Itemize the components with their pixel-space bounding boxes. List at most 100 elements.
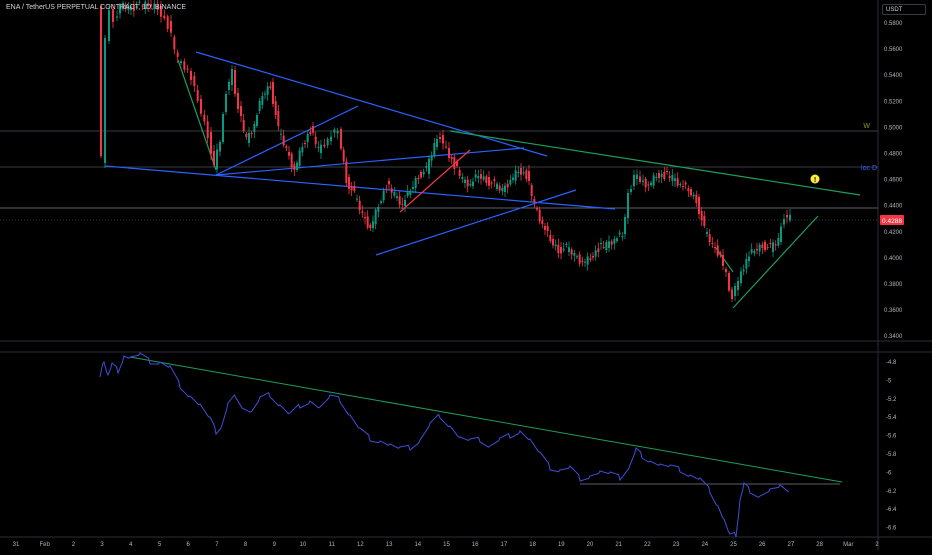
candle-body	[398, 196, 401, 205]
price-tick-label: 0.5600	[884, 47, 903, 53]
trendline-inner[interactable]	[215, 147, 525, 176]
trendline-lower-channel[interactable]	[104, 165, 616, 210]
candle-body	[541, 220, 544, 224]
candle-body	[474, 174, 477, 178]
candle-body	[512, 177, 514, 180]
candle-body	[256, 115, 258, 126]
candle-body	[737, 281, 739, 290]
candle-body	[173, 36, 176, 50]
candle-body	[250, 133, 253, 134]
candle-body	[436, 139, 438, 147]
candle-body	[581, 260, 584, 262]
candle-body	[621, 236, 624, 237]
trendline-upper-channel[interactable]	[195, 51, 548, 157]
symbol-title[interactable]: ENA / TetherUS PERPETUAL CONTRACT, 1D, B…	[6, 4, 187, 11]
candle-body	[514, 170, 517, 181]
candle-body	[317, 147, 320, 148]
candle-body	[342, 149, 345, 162]
candle-body	[420, 172, 422, 178]
candle-body	[485, 176, 488, 183]
indicator-scale[interactable]: -4.8 -5 -5.2 -5.4 -5.6 -5.8 -6 -6.2 -6.4 -6.6	[886, 360, 897, 532]
candle-body	[348, 177, 350, 189]
candle-body	[382, 190, 385, 201]
candle-body	[682, 186, 684, 187]
candle-body	[141, 5, 144, 7]
candle-body	[180, 61, 182, 63]
candle-body	[472, 181, 474, 186]
candlestick-series[interactable]	[100, 0, 791, 302]
candle-body	[728, 273, 730, 291]
candle-body	[340, 129, 342, 149]
candle-body	[196, 90, 199, 101]
currency-button[interactable]: USDT	[882, 4, 926, 15]
candle-body	[716, 245, 719, 256]
candle-body	[703, 216, 706, 226]
trendline-green-small-a[interactable]	[177, 59, 217, 171]
candle-body	[414, 178, 417, 188]
candle-body	[248, 133, 250, 143]
candle-body	[160, 6, 162, 17]
candle-body	[679, 184, 682, 185]
indicator-tick-label: -5.4	[886, 415, 897, 421]
candle-body	[406, 191, 409, 196]
candle-body	[750, 249, 753, 253]
candle-body	[742, 269, 745, 272]
candle-body	[719, 252, 722, 255]
trendline-wedge-a[interactable]	[215, 105, 359, 176]
indicator-trendline[interactable]	[129, 356, 843, 483]
time-tick-label: 2	[72, 542, 76, 548]
time-tick-label: 14	[414, 542, 421, 548]
candle-body	[323, 144, 326, 147]
candle-body	[630, 189, 632, 192]
price-scale[interactable]: 0.5800 0.5600 0.5400 0.5200 0.5000 0.4800 0.46…	[884, 21, 903, 340]
trendline-green-resistance[interactable]	[449, 130, 861, 196]
candle-body	[312, 126, 314, 133]
indicator-series[interactable]	[99, 352, 789, 538]
time-tick-label: 2	[875, 542, 879, 548]
trendline-wedge-b[interactable]	[375, 189, 577, 256]
candle-body	[170, 21, 172, 33]
candle-body	[756, 249, 758, 251]
time-tick-label: 31	[13, 542, 20, 548]
candle-body	[237, 93, 239, 109]
trendline-green-support[interactable]	[732, 215, 819, 309]
time-tick-label: 8	[244, 542, 248, 548]
candle-body	[333, 129, 336, 133]
trendline-red[interactable]	[399, 149, 471, 213]
time-tick-label: Feb	[40, 542, 51, 548]
candle-body	[552, 239, 554, 246]
candle-body	[496, 183, 498, 189]
candle-body	[153, 3, 156, 10]
candle-body	[396, 196, 398, 198]
candle-body	[448, 148, 450, 158]
candle-body	[586, 256, 589, 265]
time-tick-label: 25	[730, 542, 737, 548]
candle-body	[731, 289, 733, 299]
candle-body	[522, 172, 525, 174]
candle-body	[700, 211, 703, 220]
candle-body	[122, 3, 124, 9]
time-scale[interactable]: 31 Feb 2 3 4 5 6 7 8 9 10 11 12 13 14 15 16 17 18 19 20 21 22 2…	[13, 542, 880, 548]
candle-body	[425, 166, 428, 168]
alert-icon[interactable]	[810, 174, 820, 184]
candle-body	[453, 157, 456, 169]
trendline-green-small-b[interactable]	[715, 247, 734, 273]
price-tick-label: 0.5000	[884, 125, 903, 131]
candle-body	[772, 242, 774, 252]
candle-body	[266, 86, 269, 95]
candle-body	[777, 238, 780, 246]
candle-body	[280, 133, 282, 135]
candle-body	[652, 175, 655, 186]
time-tick-label: 26	[759, 542, 766, 548]
candle-body	[314, 136, 317, 145]
candle-body	[412, 187, 414, 189]
candle-body	[783, 219, 785, 225]
time-tick-label: 24	[701, 542, 708, 548]
candle-body	[242, 120, 245, 131]
indicator-tick-label: -5.8	[886, 452, 897, 458]
candle-body	[658, 173, 660, 178]
candle-body	[774, 244, 777, 246]
candle-body	[706, 232, 708, 234]
